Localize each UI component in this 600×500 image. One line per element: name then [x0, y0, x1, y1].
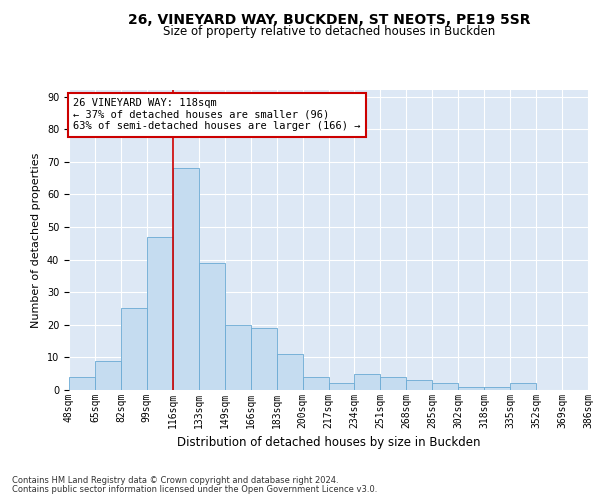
Bar	[121, 308, 147, 390]
Bar	[433, 384, 458, 390]
Bar	[251, 328, 277, 390]
Bar	[147, 236, 173, 390]
Bar	[510, 384, 536, 390]
Bar	[277, 354, 302, 390]
Bar	[69, 377, 95, 390]
Bar	[95, 360, 121, 390]
Text: Contains public sector information licensed under the Open Government Licence v3: Contains public sector information licen…	[12, 485, 377, 494]
Bar	[173, 168, 199, 390]
Text: Contains HM Land Registry data © Crown copyright and database right 2024.: Contains HM Land Registry data © Crown c…	[12, 476, 338, 485]
Bar	[355, 374, 380, 390]
Bar	[199, 263, 224, 390]
Bar	[225, 325, 251, 390]
Bar	[302, 377, 329, 390]
Bar	[484, 386, 510, 390]
Text: 26, VINEYARD WAY, BUCKDEN, ST NEOTS, PE19 5SR: 26, VINEYARD WAY, BUCKDEN, ST NEOTS, PE1…	[128, 12, 530, 26]
Text: Distribution of detached houses by size in Buckden: Distribution of detached houses by size …	[177, 436, 481, 449]
Y-axis label: Number of detached properties: Number of detached properties	[31, 152, 41, 328]
Bar	[380, 377, 406, 390]
Bar	[406, 380, 432, 390]
Text: Size of property relative to detached houses in Buckden: Size of property relative to detached ho…	[163, 25, 495, 38]
Bar	[458, 386, 484, 390]
Bar	[329, 384, 355, 390]
Text: 26 VINEYARD WAY: 118sqm
← 37% of detached houses are smaller (96)
63% of semi-de: 26 VINEYARD WAY: 118sqm ← 37% of detache…	[73, 98, 361, 132]
